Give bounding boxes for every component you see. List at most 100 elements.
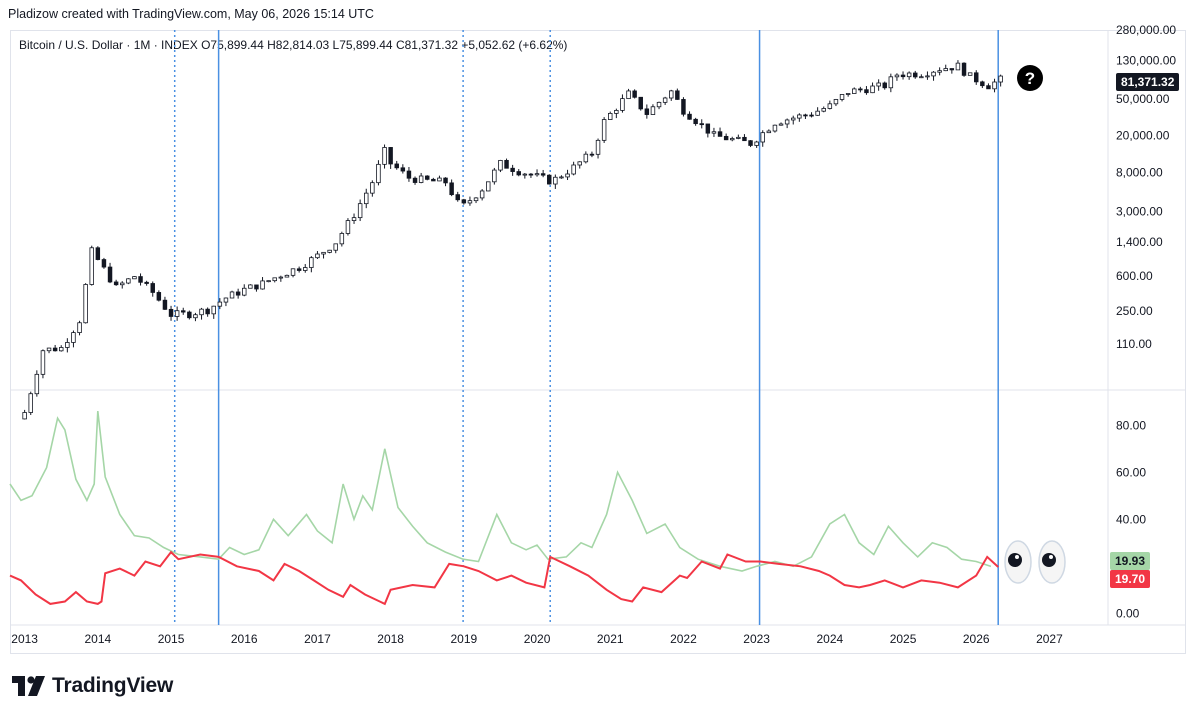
candle-body (748, 140, 753, 146)
price-axis-tick: 130,000.00 (1116, 54, 1176, 68)
candle-body (754, 141, 759, 146)
candle-body (83, 284, 88, 324)
time-axis-tick: 2022 (670, 632, 697, 646)
candle-body (797, 114, 802, 119)
candle (888, 73, 894, 93)
candle (711, 127, 717, 137)
candle (59, 345, 64, 352)
time-axis-tick: 2013 (11, 632, 38, 646)
time-axis-tick: 2019 (450, 632, 477, 646)
candle (528, 173, 534, 178)
candle (40, 349, 46, 379)
candle (479, 189, 485, 201)
candle (394, 160, 399, 170)
candle-body (681, 99, 686, 115)
candle-body (455, 194, 460, 201)
candle (717, 127, 723, 137)
candle-body (736, 136, 741, 139)
candle (498, 159, 503, 173)
candle (730, 136, 735, 142)
low-value: L75,899.44 (332, 38, 393, 52)
candle (388, 147, 393, 169)
candle-body (303, 267, 308, 271)
candle-body (937, 70, 942, 73)
candle-body (620, 98, 625, 111)
candle-body (65, 342, 70, 348)
candle (107, 262, 113, 284)
candle (534, 169, 540, 177)
candle-body (498, 159, 503, 171)
question-circle-bg (1017, 65, 1043, 91)
candle-body (260, 280, 265, 290)
symbol-label[interactable]: Bitcoin / U.S. Dollar · 1M · INDEX (19, 38, 198, 52)
price-axis-tick: 110.00 (1116, 337, 1152, 351)
candle (443, 177, 448, 187)
candle-body (809, 114, 814, 117)
candle (132, 276, 137, 280)
oscillator-value-green: 19.93 (1110, 552, 1151, 570)
candle (608, 111, 613, 120)
candle-body (120, 282, 125, 286)
candle-body (906, 72, 912, 78)
candle (809, 112, 814, 118)
candle-body (126, 278, 131, 284)
oscillator-axis-tick: 0.00 (1116, 606, 1140, 620)
candle (303, 264, 308, 273)
candle-body (40, 350, 46, 375)
candle-body (589, 153, 595, 156)
candle-body (504, 159, 509, 169)
candle-body (278, 276, 284, 279)
tradingview-logo[interactable]: TradingView (12, 674, 173, 698)
candle (193, 312, 198, 322)
candle (437, 175, 442, 182)
candle-body (71, 332, 76, 343)
candle-body (608, 112, 613, 120)
candle-body (815, 110, 820, 116)
candle (473, 197, 479, 204)
candle-body (486, 181, 491, 192)
candle (986, 83, 991, 90)
candle (900, 71, 906, 80)
chart-credit: Pladizow created with TradingView.com, M… (8, 7, 374, 21)
candle (870, 82, 875, 94)
candle-body (510, 167, 515, 172)
candle (400, 164, 406, 174)
price-axis-tick: 50,000.00 (1116, 92, 1170, 106)
time-axis-tick: 2017 (304, 632, 331, 646)
candle (34, 370, 40, 397)
candle-body (974, 72, 979, 83)
candle (309, 256, 314, 273)
candle (931, 71, 936, 81)
candle-body (388, 147, 393, 165)
candle-body (998, 75, 1003, 83)
candle-body (150, 283, 155, 293)
candle (120, 281, 125, 289)
candle (65, 338, 70, 353)
candle-body (882, 82, 887, 89)
candle-body (254, 284, 259, 290)
candle (638, 96, 643, 111)
candle-body (601, 119, 607, 141)
candle-body (852, 88, 857, 94)
candle (778, 122, 784, 126)
candle (980, 80, 985, 89)
candle-body (662, 97, 668, 103)
candle-body (925, 75, 930, 78)
price-axis-tick: 20,000.00 (1116, 129, 1170, 143)
chart-frame (10, 30, 1186, 654)
candle (370, 180, 375, 197)
candle (748, 140, 753, 148)
candle (486, 181, 491, 192)
candle-body (406, 170, 412, 179)
candle (223, 297, 229, 307)
time-axis-tick: 2026 (963, 632, 990, 646)
candle-body (705, 123, 711, 134)
candle (425, 175, 430, 181)
candle (461, 198, 467, 205)
candle-body (791, 117, 796, 121)
candle (577, 161, 582, 169)
candle-body (327, 249, 332, 253)
time-axis-tick: 2015 (158, 632, 185, 646)
candle-body (540, 173, 546, 176)
